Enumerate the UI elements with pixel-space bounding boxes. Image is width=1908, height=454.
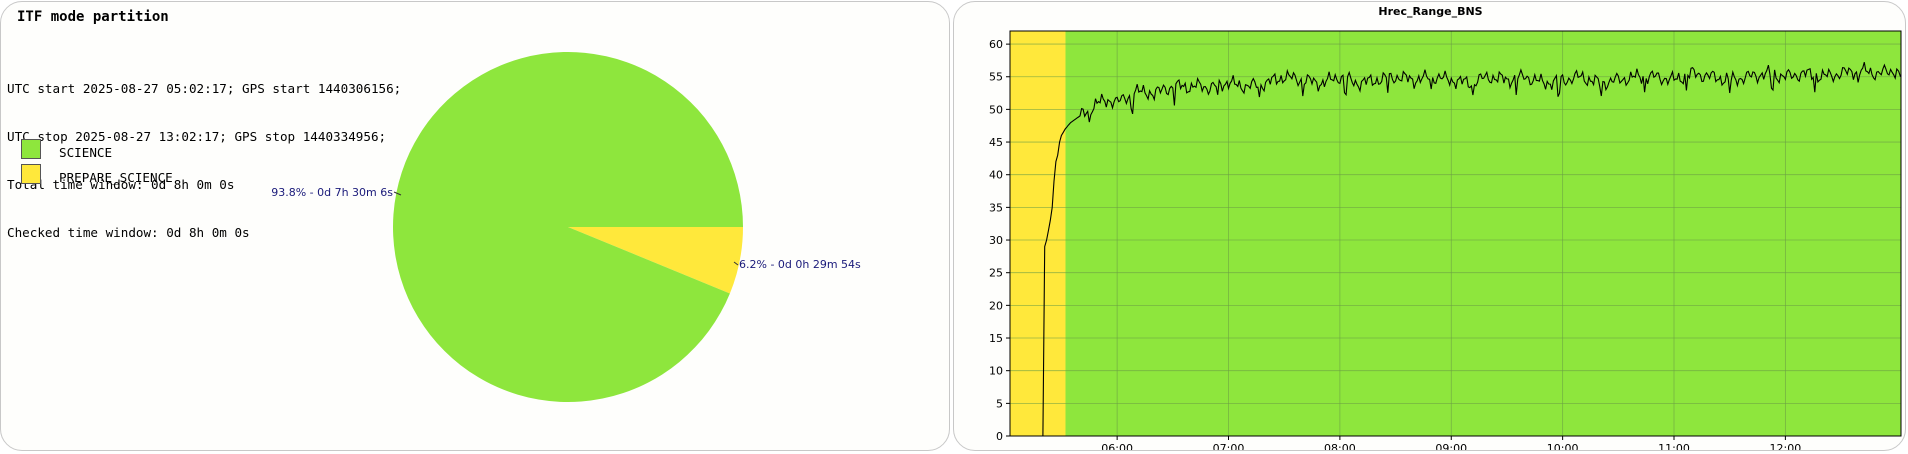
x-tick-label: 10:00 [1547, 442, 1579, 451]
utc-stop-line: UTC stop 2025-08-27 13:02:17; GPS stop 1… [7, 129, 387, 144]
legend-label-science: SCIENCE [59, 145, 113, 160]
x-tick-label: 12:00 [1770, 442, 1802, 451]
time-info: UTC start 2025-08-27 05:02:17; GPS start… [7, 49, 401, 273]
series-line-0 [1042, 62, 1902, 437]
plot-frame [1009, 30, 1902, 437]
y-tick-label: 40 [989, 169, 1003, 182]
legend-swatch-science [21, 139, 41, 159]
x-tick-label: 07:00 [1213, 442, 1245, 451]
y-tick-label: 60 [989, 38, 1003, 51]
chart-title: Hrec_Range_BNS [1378, 5, 1483, 18]
pie-chart: 93.8% - 0d 7h 30m 6s 6.2% - 0d 0h 29m 54s [271, 52, 861, 403]
pie-slice-science [392, 52, 743, 403]
y-tick-label: 25 [989, 267, 1003, 280]
checked-window-line: Checked time window: 0d 8h 0m 0s [7, 225, 250, 240]
panel-title: ITF mode partition [17, 9, 169, 25]
x-tick-label: 11:00 [1658, 442, 1690, 451]
band-science [1065, 31, 1901, 436]
y-tick-label: 0 [996, 430, 1003, 443]
range-panel: Hrec_Range_BNS 0 5 10 15 20 25 30 35 40 45 50 55 60 0… [953, 1, 1906, 451]
mode-partition-panel: ITF mode partition UTC start 2025-08-27 … [0, 1, 950, 451]
y-tick-label: 10 [989, 365, 1003, 378]
pie-label-science: 93.8% - 0d 7h 30m 6s [271, 186, 393, 199]
legend-label-prepare-science: PREPARE_SCIENCE [59, 170, 173, 185]
legend-swatch-prepare-science [21, 164, 41, 184]
utc-start-line: UTC start 2025-08-27 05:02:17; GPS start… [7, 81, 402, 96]
y-tick-label: 30 [989, 234, 1003, 247]
pie-leader-prepare-science [733, 261, 739, 266]
x-tick-label: 06:00 [1101, 442, 1133, 451]
pie-slice-prepare-science [568, 227, 743, 294]
y-tick-label: 50 [989, 103, 1003, 116]
pie-leader-science [393, 191, 402, 196]
total-window-line: Total time window: 0d 8h 0m 0s [7, 177, 235, 192]
y-tick-label: 20 [989, 299, 1003, 312]
x-tick-label: 09:00 [1435, 442, 1467, 451]
pie-label-prepare-science: 6.2% - 0d 0h 29m 54s [739, 258, 861, 271]
band-prepare-science [1010, 31, 1066, 436]
line-chart: 0 5 10 15 20 25 30 35 40 45 50 55 60 06:00 07:00 08:00 0… [989, 30, 1902, 451]
y-tick-label: 5 [996, 397, 1003, 410]
y-tick-label: 45 [989, 136, 1003, 149]
y-tick-label: 15 [989, 332, 1003, 345]
y-tick-label: 35 [989, 201, 1003, 214]
x-tick-label: 08:00 [1324, 442, 1356, 451]
y-tick-label: 55 [989, 71, 1003, 84]
